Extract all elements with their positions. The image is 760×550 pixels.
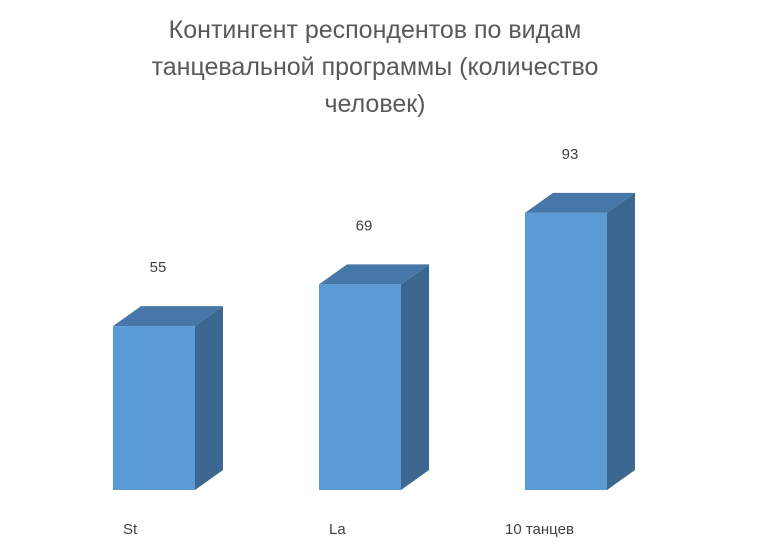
x-tick-label: St xyxy=(123,521,138,538)
data-label: 93 xyxy=(562,146,579,163)
bar-side xyxy=(607,192,635,491)
bar-side xyxy=(195,306,223,490)
bar-top xyxy=(319,264,429,285)
bar xyxy=(113,326,195,490)
bar-side xyxy=(401,264,429,490)
data-label: 55 xyxy=(150,259,167,276)
chart-title: Контингент респондентов по видам танцева… xyxy=(151,16,599,118)
bar-top xyxy=(113,306,223,327)
data-label: 69 xyxy=(356,217,373,234)
bar xyxy=(525,212,607,491)
bar-top xyxy=(525,192,635,213)
x-tick-label: 10 танцев xyxy=(505,521,574,538)
x-tick-label: La xyxy=(329,521,346,538)
bar xyxy=(319,284,401,490)
